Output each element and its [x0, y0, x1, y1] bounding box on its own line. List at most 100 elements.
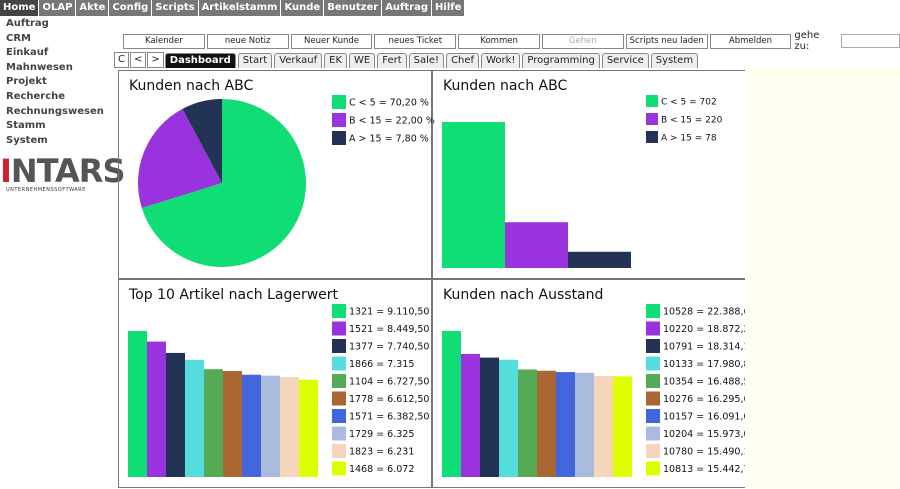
legend-swatch	[646, 304, 660, 318]
bar	[518, 369, 537, 477]
logo: INTARS UNTERNEHMENSSOFTWARE	[0, 155, 125, 193]
legend-swatch	[332, 391, 346, 406]
toolbar-button[interactable]: Kalender	[123, 33, 205, 49]
menu-item[interactable]: Akte	[76, 0, 109, 16]
bar	[442, 331, 461, 477]
tab[interactable]: Chef	[446, 53, 480, 68]
bar	[480, 357, 499, 477]
toolbar-button[interactable]: Scripts neu laden	[625, 33, 708, 49]
legend-label: 1104 = 6.727,50	[349, 377, 429, 388]
sidebar-link[interactable]: Mahnwesen	[6, 61, 73, 73]
legend-label: 1321 = 9.110,50	[349, 307, 429, 318]
legend-label: A > 15 = 7,80 %	[349, 134, 429, 145]
chart-title: Kunden nach Ausstand	[443, 287, 603, 303]
bar	[147, 341, 166, 477]
legend-swatch	[332, 339, 346, 353]
dashboard: Kunden nach ABC C < 5 = 70,20 % B < 15 = 2…	[118, 70, 745, 488]
legend-swatch	[332, 461, 346, 476]
goto-label: gehe zu:	[794, 30, 820, 52]
sidebar-link[interactable]: System	[6, 134, 48, 146]
bar	[461, 353, 480, 477]
sidebar-link[interactable]: Auftrag	[6, 18, 49, 29]
legend-swatch	[646, 339, 660, 353]
menu-item[interactable]: Auftrag	[382, 0, 432, 16]
tab-nav-button[interactable]: C	[114, 52, 129, 68]
legend-swatch	[332, 356, 346, 371]
sidebar: Auftrag CRM Einkauf Mahnwesen Projekt Recherc…	[6, 17, 104, 148]
legend-swatch	[332, 426, 346, 441]
legend-label: 10204 = 15.973,05	[663, 429, 745, 440]
toolbar: Kalender neue Notiz Neuer Kunde neues Ticke…	[123, 30, 900, 52]
toolbar-button[interactable]: Abmelden	[709, 33, 792, 49]
bar	[185, 359, 204, 477]
bar	[537, 370, 556, 477]
toolbar-button: Gehen	[541, 33, 624, 49]
tab[interactable]: Sale!	[408, 53, 445, 68]
sidebar-link[interactable]: Projekt	[6, 76, 47, 88]
sidebar-link[interactable]: CRM	[6, 32, 31, 44]
tab[interactable]: Start	[237, 53, 273, 68]
legend-swatch	[646, 409, 660, 423]
tab[interactable]: EK	[324, 53, 348, 68]
chart-title: Kunden nach ABC	[443, 78, 567, 94]
legend-swatch	[332, 304, 346, 318]
tab[interactable]: Programming	[522, 53, 600, 68]
legend-label: 10791 = 18.314,14	[663, 342, 745, 353]
pie-slice	[182, 99, 222, 183]
menu-item[interactable]: OLAP	[39, 0, 76, 16]
sidebar-link[interactable]: Rechnungswesen	[6, 105, 104, 117]
legend-swatch	[332, 113, 346, 127]
toolbar-button[interactable]: Kommen	[458, 33, 540, 49]
legend-label: C < 5 = 70,20 %	[349, 98, 429, 109]
bar	[223, 371, 242, 477]
top-menu: Home OLAP Akte Config Scripts Artikelstamm Kun…	[0, 0, 465, 16]
legend-label: A > 15 = 78	[661, 134, 717, 144]
tab[interactable]: WE	[349, 53, 376, 68]
legend-label: 1866 = 7.315	[349, 359, 414, 370]
logo-tagline: UNTERNEHMENSSOFTWARE	[6, 187, 86, 193]
toolbar-button[interactable]: neue Notiz	[206, 33, 289, 49]
menu-item[interactable]: Hilfe	[432, 0, 465, 16]
bar	[613, 376, 632, 477]
menu-item[interactable]: Benutzer	[324, 0, 382, 16]
sidebar-link[interactable]: Recherche	[6, 90, 66, 102]
menu-item[interactable]: Artikelstamm	[198, 0, 281, 16]
panel	[118, 279, 432, 488]
legend-swatch	[646, 113, 658, 125]
legend-label: 1468 = 6.072	[349, 464, 414, 475]
legend-swatch	[646, 95, 658, 107]
tab-nav-button[interactable]: <	[129, 52, 147, 68]
bar	[442, 122, 505, 268]
background-area	[745, 68, 900, 489]
tab[interactable]: System	[650, 53, 699, 68]
menu-item[interactable]: Config	[109, 0, 152, 16]
bar	[128, 331, 147, 477]
menu-item[interactable]: Kunde	[281, 0, 324, 16]
legend-label: 1377 = 7.740,50	[349, 342, 429, 353]
tab[interactable]: Dashboard	[164, 53, 236, 68]
tab-nav-button[interactable]: >	[147, 52, 164, 68]
sidebar-link[interactable]: Stamm	[6, 120, 46, 132]
goto-input[interactable]	[840, 34, 900, 48]
legend-label: 1823 = 6.231	[349, 447, 414, 458]
sidebar-link[interactable]: Einkauf	[6, 47, 49, 59]
tab[interactable]: Verkauf	[274, 53, 323, 68]
menu-item[interactable]: Scripts	[152, 0, 198, 16]
bar	[204, 369, 223, 477]
toolbar-button[interactable]: Neuer Kunde	[290, 33, 373, 49]
legend-label: 10780 = 15.490,13	[663, 447, 745, 458]
tab[interactable]: Fert	[377, 53, 407, 68]
tab[interactable]: Work!	[481, 53, 521, 68]
legend-label: 10220 = 18.872,21	[663, 324, 745, 335]
toolbar-button[interactable]: neues Ticket	[374, 33, 457, 49]
legend-swatch	[646, 391, 660, 406]
menu-item[interactable]: Home	[0, 0, 39, 16]
tab[interactable]: Service	[601, 53, 649, 68]
legend-swatch	[332, 131, 346, 145]
legend-swatch	[646, 131, 658, 143]
legend-label: B < 15 = 22,00 %	[349, 116, 435, 127]
bar	[575, 372, 594, 477]
legend-swatch	[332, 409, 346, 423]
chart-title: Top 10 Artikel nach Lagerwert	[128, 287, 339, 303]
